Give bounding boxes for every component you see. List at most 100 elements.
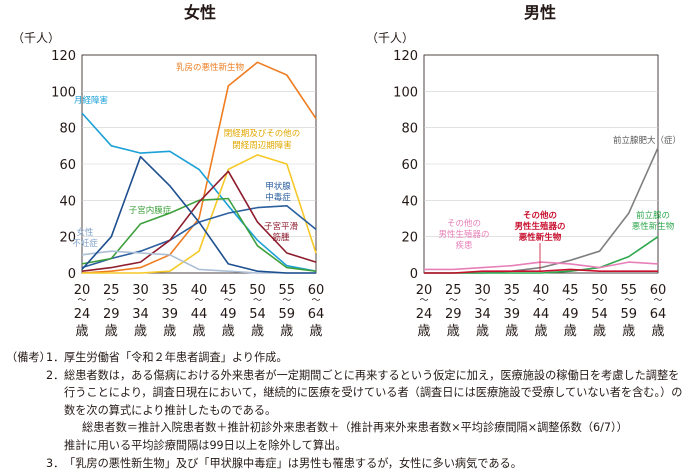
male-series-labels: 前立腺肥大（症） 前立腺の 悪性新生物 その他の 男性生殖器の 悪性新生物 その… bbox=[438, 135, 681, 251]
note-3-number: 3． bbox=[46, 456, 65, 470]
f-xtick-label: 歳 bbox=[309, 324, 322, 339]
note-1-text: 厚生労働省「令和２年患者調査」より作成。 bbox=[64, 351, 288, 364]
note-1: （備考） 1． 厚生労働省「令和２年患者調査」より作成。 bbox=[6, 349, 690, 367]
f-xtick-label: 歳 bbox=[222, 324, 235, 339]
f-series-line-1 bbox=[81, 112, 317, 272]
f-xtick-label: 〜 bbox=[194, 296, 203, 306]
f-series-line-2 bbox=[82, 154, 317, 274]
m-series-line-3 bbox=[424, 261, 659, 271]
f-series-line-5 bbox=[81, 170, 317, 272]
m-xtick-label: 歳 bbox=[622, 324, 635, 339]
m-ytick-label: 20 bbox=[401, 231, 418, 246]
f-xtick-label: 歳 bbox=[75, 324, 88, 339]
f-xtick-label: 歳 bbox=[134, 324, 147, 339]
f-xtick-label: 60 bbox=[308, 283, 325, 298]
f-series-line-7 bbox=[81, 155, 316, 274]
label-endometriosis: 子宮内膜症 bbox=[129, 205, 172, 216]
f-xtick-label: 〜 bbox=[224, 296, 233, 306]
m-xtick-label: 〜 bbox=[653, 296, 662, 306]
f-xtick-label: 64 bbox=[308, 307, 325, 322]
f-ytick-label: 0 bbox=[68, 267, 76, 282]
f-xtick-label: 24 bbox=[74, 307, 91, 322]
m-xtick-label: 〜 bbox=[624, 296, 633, 306]
male-unit-label: （千人） bbox=[366, 31, 414, 45]
f-series-line-4 bbox=[81, 197, 317, 272]
note-1-number: 1． bbox=[46, 351, 65, 364]
note-2-number: 2． bbox=[46, 368, 65, 382]
f-xtick-label: 歳 bbox=[280, 324, 293, 339]
m-xtick-label: 44 bbox=[533, 307, 550, 322]
f-xtick-label: 〜 bbox=[107, 296, 116, 306]
notes-tag: （備考） bbox=[6, 351, 51, 364]
m-xtick-label: 20 bbox=[416, 283, 433, 298]
m-xtick-label: 49 bbox=[562, 307, 579, 322]
m-xtick-label: 歳 bbox=[651, 324, 664, 339]
m-ytick-label: 0 bbox=[410, 267, 418, 282]
f-series-line-0 bbox=[81, 61, 317, 274]
note-3: 3． 「乳房の悪性新生物」及び「甲状腺中毒症」は男性も罹患するが，女性に多い病気… bbox=[6, 455, 690, 473]
f-xtick-label: 29 bbox=[103, 307, 120, 322]
f-xtick-label: 44 bbox=[191, 307, 208, 322]
m-xtick-label: 55 bbox=[620, 283, 637, 298]
f-xtick-label: 30 bbox=[132, 283, 149, 298]
label-thyroid-line2: 中毒症 bbox=[265, 192, 291, 203]
f-ytick-label: 120 bbox=[51, 49, 76, 64]
m-xtick-label: 歳 bbox=[476, 324, 489, 339]
label-fibroid-line2: 筋腫 bbox=[272, 232, 290, 243]
label-other-cancer-line3: 悪性新生物 bbox=[519, 232, 562, 243]
note-2-extra: 推計に用いる平均診療間隔は99日以上を除外して算出。 bbox=[64, 438, 347, 452]
label-menopause-line1: 閉経期及びその他の bbox=[224, 128, 301, 139]
m-xtick-label: 25 bbox=[445, 283, 462, 298]
note-2-formula: 総患者数＝推計入院患者数＋推計初診外来患者数＋（推計再来外来患者数×平均診療間隔… bbox=[82, 421, 628, 435]
label-other-disease-line2: 男性生殖器の bbox=[438, 229, 489, 240]
f-xtick-label: 〜 bbox=[165, 296, 174, 306]
m-xtick-label: 30 bbox=[474, 283, 491, 298]
f-xtick-label: 35 bbox=[161, 283, 178, 298]
label-bph: 前立腺肥大（症） bbox=[613, 135, 681, 146]
m-xtick-label: 〜 bbox=[595, 296, 604, 306]
m-xtick-label: 35 bbox=[503, 283, 520, 298]
f-xtick-label: 〜 bbox=[136, 296, 145, 306]
m-xtick-label: 歳 bbox=[505, 324, 518, 339]
m-xtick-label: 歳 bbox=[417, 324, 430, 339]
label-thyroid-line1: 甲状腺 bbox=[265, 181, 291, 192]
male-chart-title: 男性 bbox=[524, 3, 556, 22]
label-infertility-line1: 女性 bbox=[76, 227, 94, 238]
f-xtick-label: 40 bbox=[191, 283, 208, 298]
f-xtick-label: 39 bbox=[161, 307, 178, 322]
m-xtick-label: 歳 bbox=[564, 324, 577, 339]
f-xtick-label: 50 bbox=[249, 283, 266, 298]
female-series-labels: 乳房の悪性新生物 月経障害 閉経期及びその他の 閉経周辺期障害 甲状腺 中毒症 … bbox=[72, 62, 300, 249]
f-xtick-label: 45 bbox=[220, 283, 237, 298]
label-menstrual-disorder: 月経障害 bbox=[74, 95, 108, 106]
label-other-disease-line3: 疾患 bbox=[455, 240, 473, 251]
label-menopause-line2: 閉経周辺期障害 bbox=[232, 140, 292, 151]
f-xtick-label: 54 bbox=[249, 307, 266, 322]
m-xtick-label: 歳 bbox=[534, 324, 547, 339]
m-xtick-label: 34 bbox=[474, 307, 491, 322]
f-xtick-label: 49 bbox=[220, 307, 237, 322]
note-2-text: 総患者数は，ある傷病における外来患者が一定期間ごとに再来するという仮定に加え，医… bbox=[64, 368, 683, 417]
f-xtick-label: 〜 bbox=[282, 296, 291, 306]
m-xtick-label: 歳 bbox=[447, 324, 460, 339]
m-ytick-label: 80 bbox=[401, 122, 418, 137]
note-3-text: 「乳房の悪性新生物」及び「甲状腺中毒症」は男性も罹患するが，女性に多い病気である… bbox=[64, 456, 522, 470]
note-2: 2． 総患者数は，ある傷病における外来患者が一定期間ごとに再来するという仮定に加… bbox=[6, 367, 690, 420]
m-xtick-label: 64 bbox=[650, 307, 667, 322]
m-xtick-label: 〜 bbox=[536, 296, 545, 306]
m-xtick-label: 39 bbox=[503, 307, 520, 322]
female-unit-label: （千人） bbox=[12, 31, 60, 45]
m-ytick-label: 120 bbox=[393, 49, 418, 64]
f-xtick-label: 歳 bbox=[192, 324, 205, 339]
label-breast-cancer: 乳房の悪性新生物 bbox=[176, 62, 245, 73]
f-xtick-label: 歳 bbox=[105, 324, 118, 339]
f-xtick-label: 歳 bbox=[251, 324, 264, 339]
f-xtick-label: 34 bbox=[132, 307, 149, 322]
m-xtick-label: 〜 bbox=[478, 296, 487, 306]
notes: （備考） 1． 厚生労働省「令和２年患者調査」より作成。 2． 総患者数は，ある… bbox=[6, 349, 690, 472]
female-chart-title: 女性 bbox=[184, 3, 216, 22]
m-xtick-label: 〜 bbox=[449, 296, 458, 306]
m-xtick-label: 歳 bbox=[593, 324, 606, 339]
m-xtick-label: 29 bbox=[445, 307, 462, 322]
